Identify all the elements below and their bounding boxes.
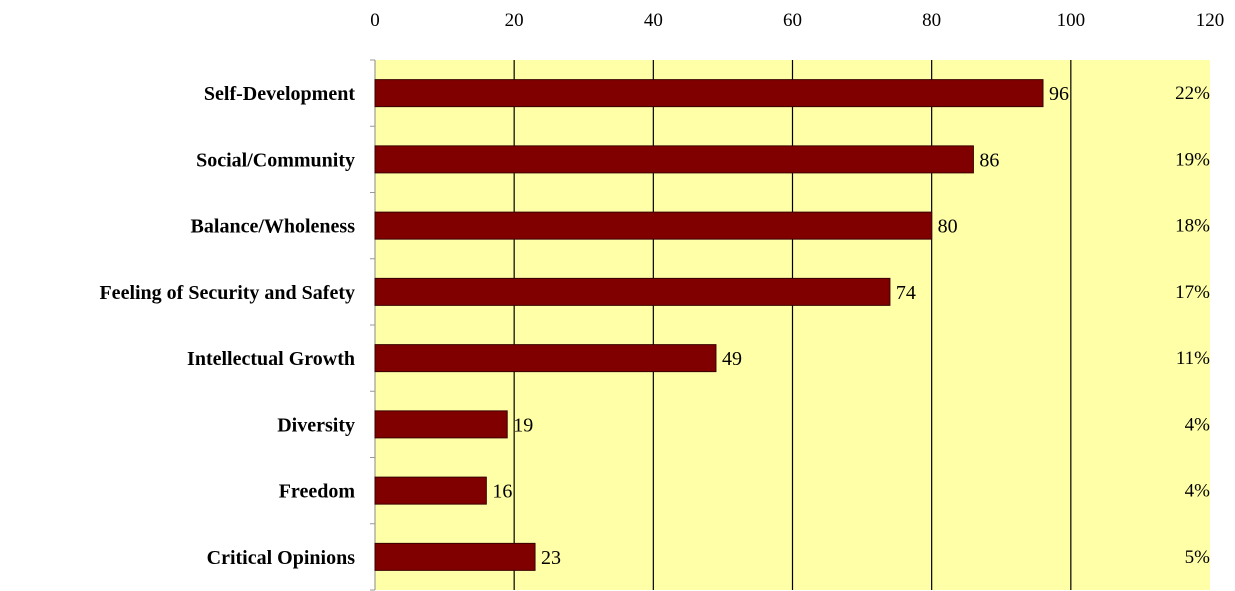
value-label: 86 xyxy=(979,149,999,171)
x-tick-label: 80 xyxy=(922,10,941,31)
value-label: 80 xyxy=(938,216,958,238)
percent-label: 11% xyxy=(1176,348,1210,369)
bar xyxy=(374,410,508,439)
percent-label: 19% xyxy=(1175,149,1210,170)
value-label: 23 xyxy=(541,547,561,569)
x-tick-label: 0 xyxy=(370,10,380,31)
bar xyxy=(374,211,933,240)
category-label: Intellectual Growth xyxy=(187,348,355,370)
category-label: Balance/Wholeness xyxy=(191,216,356,238)
bar-labels: Self-Development 96 22% Social/Community 86 1… xyxy=(99,83,1210,569)
category-label: Social/Community xyxy=(196,149,355,171)
value-label: 19 xyxy=(513,414,533,436)
x-tick-label: 100 xyxy=(1057,10,1086,31)
value-label: 49 xyxy=(722,348,742,370)
x-tick-label: 60 xyxy=(783,10,802,31)
value-label: 96 xyxy=(1049,83,1069,105)
bars xyxy=(374,79,1044,571)
percent-label: 5% xyxy=(1185,547,1211,568)
percent-label: 18% xyxy=(1175,216,1210,237)
percent-label: 22% xyxy=(1175,83,1210,104)
category-label: Diversity xyxy=(277,414,355,436)
percent-label: 4% xyxy=(1185,414,1211,435)
x-axis-ticks: 0 20 40 60 80 100 120 xyxy=(370,10,1224,31)
percent-label: 17% xyxy=(1175,282,1210,303)
percent-label: 4% xyxy=(1185,481,1211,502)
bar xyxy=(374,145,974,174)
value-label: 74 xyxy=(896,282,916,304)
category-label: Self-Development xyxy=(204,83,355,105)
value-label: 16 xyxy=(492,481,512,503)
bar xyxy=(374,79,1044,108)
category-label: Feeling of Security and Safety xyxy=(99,282,355,304)
bar xyxy=(374,277,891,306)
x-tick-label: 40 xyxy=(644,10,663,31)
x-tick-label: 120 xyxy=(1196,10,1225,31)
bar xyxy=(374,344,717,373)
x-tick-label: 20 xyxy=(505,10,524,31)
category-label: Critical Opinions xyxy=(207,547,356,569)
bar xyxy=(374,476,487,505)
bar xyxy=(374,542,536,571)
category-label: Freedom xyxy=(279,481,356,503)
